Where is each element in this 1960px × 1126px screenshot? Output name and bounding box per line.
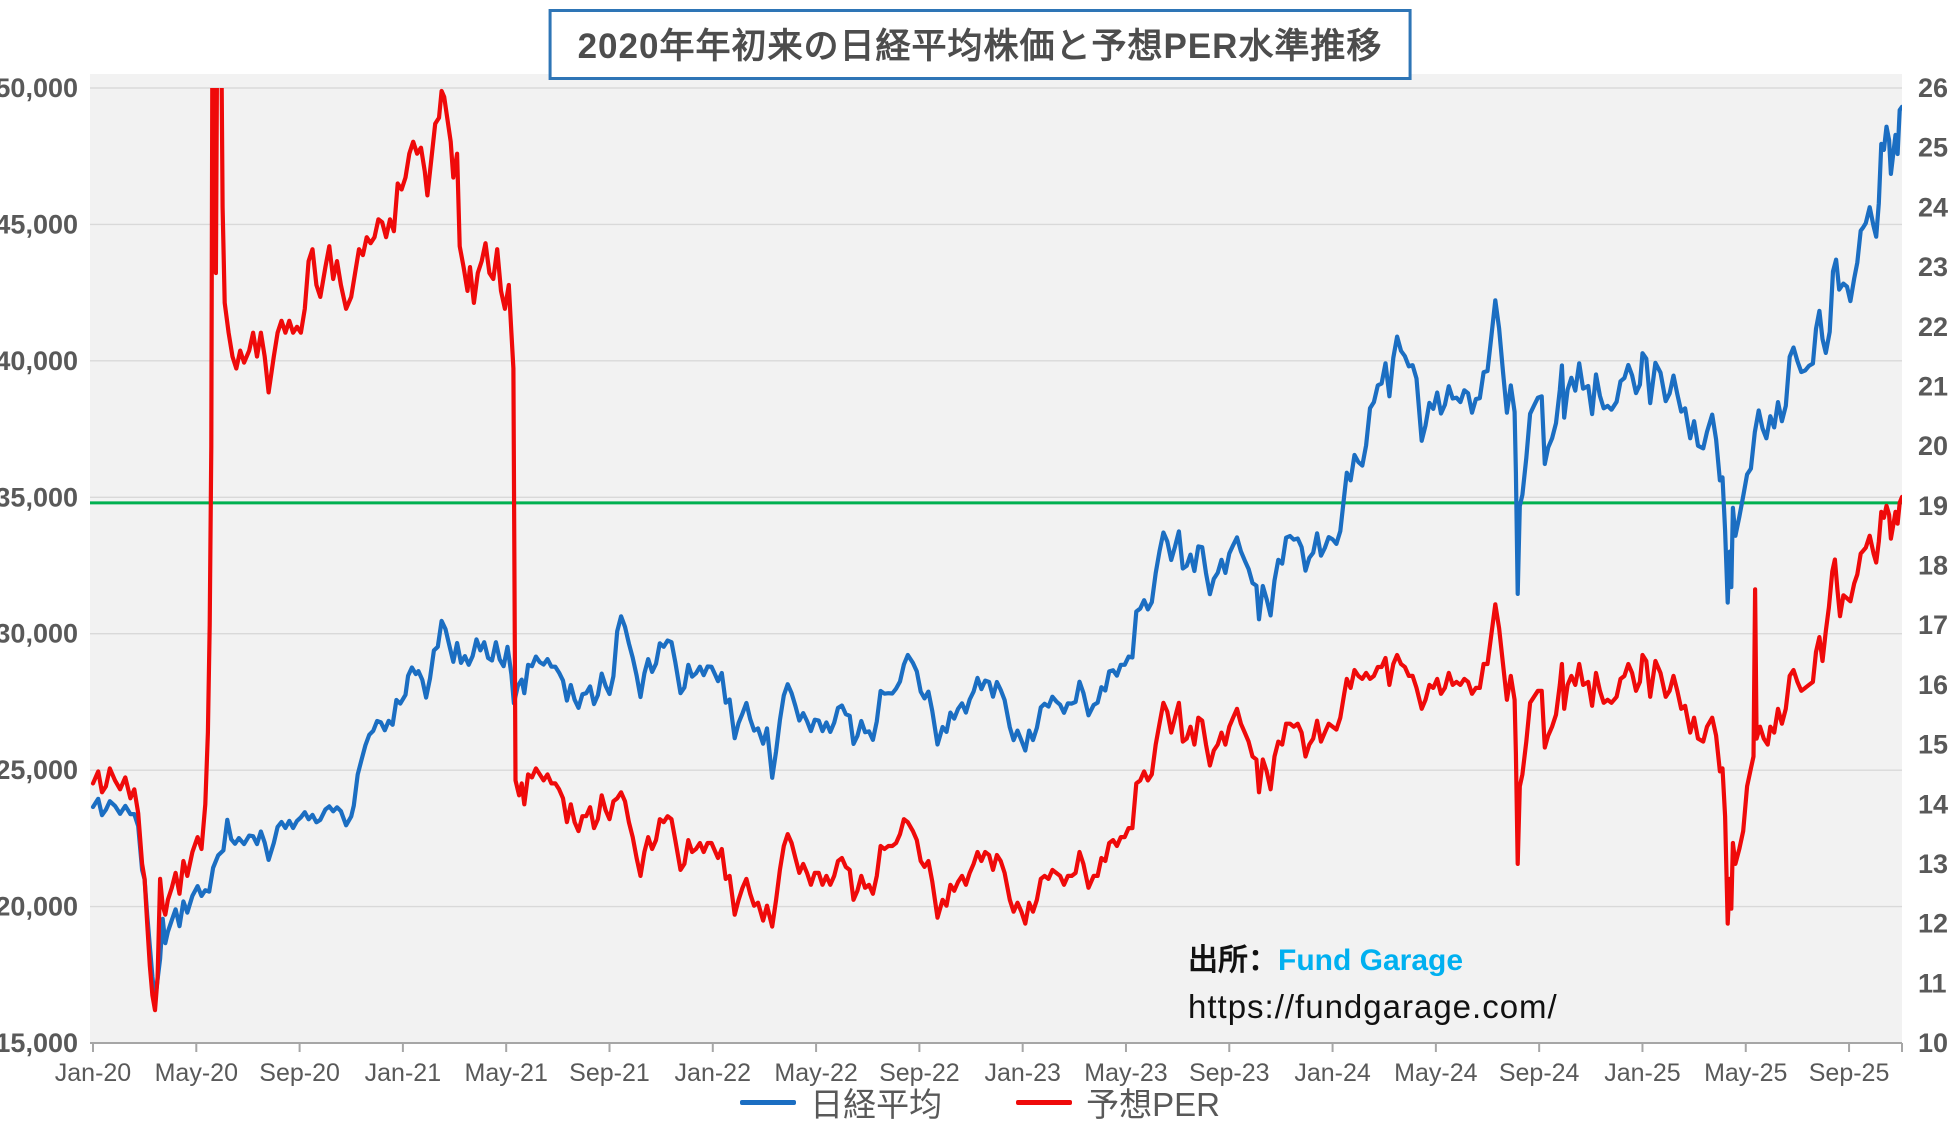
svg-text:17: 17 [1918, 610, 1948, 640]
svg-text:15,000: 15,000 [0, 1028, 78, 1058]
svg-text:35,000: 35,000 [0, 482, 78, 512]
svg-text:Jan-25: Jan-25 [1604, 1059, 1680, 1087]
source-name: Fund Garage [1278, 944, 1464, 977]
svg-text:19: 19 [1918, 491, 1948, 521]
svg-text:Sep-22: Sep-22 [879, 1059, 960, 1087]
svg-text:21: 21 [1918, 371, 1948, 401]
per-series-line [90, 88, 1902, 1013]
left-axis-labels: 15,000 20,000 25,000 30,000 35,000 40,000 45,0… [0, 73, 78, 1058]
svg-text:18: 18 [1918, 551, 1948, 581]
x-axis-labels: Jan-20 May-20 Sep-20 Jan-21 May-21 Sep-21 Jan-… [55, 1059, 1890, 1087]
nikkei-line-swatch [740, 1099, 797, 1105]
svg-text:26: 26 [1918, 73, 1948, 103]
svg-text:Jan-24: Jan-24 [1294, 1059, 1371, 1087]
svg-text:14: 14 [1918, 789, 1948, 819]
source-prefix: 出所： [1188, 944, 1278, 977]
svg-text:May-23: May-23 [1084, 1059, 1167, 1087]
nikkei-series-line [90, 104, 1902, 1003]
source-url: https://fundgarage.com/ [1188, 988, 1558, 1025]
plot-area [90, 74, 1902, 1043]
x-axis-ticks [92, 1043, 1903, 1052]
svg-text:20,000: 20,000 [0, 892, 78, 922]
legend-label-per: 予想PER [1086, 1086, 1220, 1123]
svg-text:15: 15 [1918, 730, 1948, 760]
svg-text:Sep-23: Sep-23 [1189, 1059, 1270, 1087]
source-label: 出所：Fund Garage [1188, 946, 1558, 976]
per-line-swatch [1016, 1099, 1073, 1105]
svg-text:25: 25 [1918, 133, 1948, 163]
svg-text:Jan-21: Jan-21 [365, 1059, 441, 1087]
svg-text:10: 10 [1918, 1028, 1948, 1058]
svg-text:13: 13 [1918, 849, 1948, 879]
svg-text:12: 12 [1918, 909, 1948, 939]
legend-label-nikkei: 日経平均 [810, 1086, 943, 1123]
svg-text:May-25: May-25 [1704, 1059, 1787, 1087]
svg-text:24: 24 [1918, 192, 1948, 222]
svg-text:Jan-22: Jan-22 [675, 1059, 751, 1087]
svg-text:Sep-24: Sep-24 [1499, 1059, 1580, 1087]
svg-text:23: 23 [1918, 252, 1948, 282]
svg-text:Sep-25: Sep-25 [1809, 1059, 1890, 1087]
svg-text:22: 22 [1918, 312, 1948, 342]
svg-text:30,000: 30,000 [0, 619, 78, 649]
svg-text:16: 16 [1918, 670, 1948, 700]
svg-text:May-21: May-21 [465, 1059, 548, 1087]
svg-text:Sep-20: Sep-20 [259, 1059, 340, 1087]
right-axis-labels: 10 11 12 13 14 15 16 17 18 19 20 21 22 23 24 25 26 [1918, 73, 1948, 1058]
svg-text:Jan-20: Jan-20 [55, 1059, 131, 1087]
chart-legend: 日経平均 予想PER [0, 1078, 1960, 1126]
chart-title: 2020年年初来の日経平均株価と予想PER水準推移 [548, 9, 1412, 80]
svg-text:May-24: May-24 [1394, 1059, 1477, 1087]
svg-text:Jan-23: Jan-23 [984, 1059, 1060, 1087]
svg-text:50,000: 50,000 [0, 73, 78, 103]
svg-text:May-20: May-20 [155, 1059, 238, 1087]
legend-item-nikkei: 日経平均 [740, 1078, 942, 1126]
svg-text:20: 20 [1918, 431, 1948, 461]
source-block: 出所：Fund Garage https://fundgarage.com/ [1188, 946, 1558, 1025]
svg-text:11: 11 [1918, 968, 1947, 998]
legend-item-per: 予想PER [1016, 1078, 1220, 1126]
svg-text:45,000: 45,000 [0, 209, 78, 239]
svg-text:May-22: May-22 [774, 1059, 857, 1087]
svg-text:40,000: 40,000 [0, 346, 78, 376]
svg-text:Sep-21: Sep-21 [569, 1059, 650, 1087]
svg-text:25,000: 25,000 [0, 755, 78, 785]
